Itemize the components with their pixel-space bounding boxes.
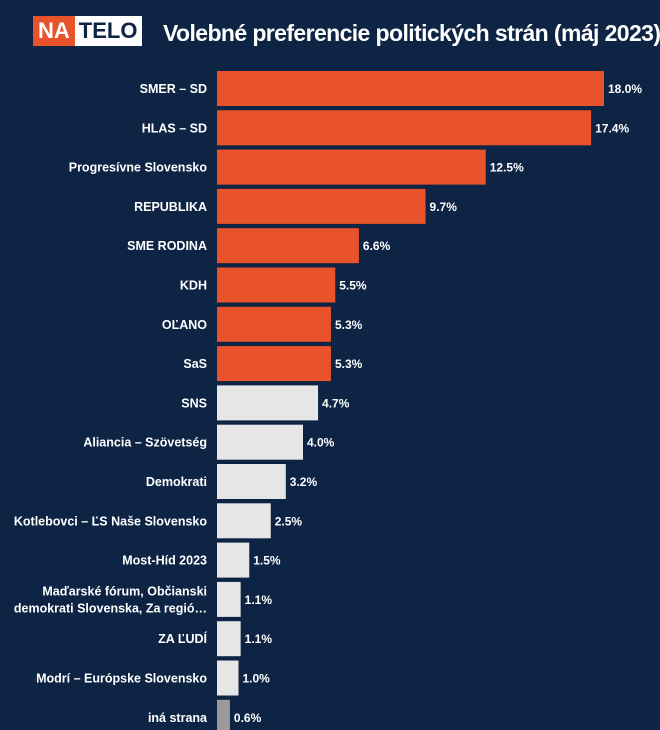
category-label-15: Modrí – Európske Slovensko xyxy=(36,672,207,686)
bar-0 xyxy=(217,71,604,106)
bar-1 xyxy=(217,110,592,146)
bar-16 xyxy=(217,699,230,730)
bar-6 xyxy=(217,306,331,342)
value-label-11: 2.5% xyxy=(275,514,303,528)
bar-8 xyxy=(217,385,319,421)
category-label-9: Aliancia – Szövetség xyxy=(83,436,207,450)
value-label-3: 9.7% xyxy=(430,200,458,214)
logo-telo: TELO xyxy=(74,16,143,46)
category-label-8: SNS xyxy=(181,396,207,410)
bar-4 xyxy=(217,228,359,264)
category-label-3: REPUBLIKA xyxy=(134,200,207,214)
bar-2 xyxy=(217,149,486,185)
chart-header: NA TELO Volebné preferencie politických … xyxy=(0,0,660,68)
category-label-0: SMER – SD xyxy=(140,82,207,96)
category-label-11: Kotlebovci – ĽS Naše Slovensko xyxy=(14,514,207,528)
value-label-10: 3.2% xyxy=(290,475,318,489)
value-label-2: 12.5% xyxy=(490,161,524,175)
category-label-5: KDH xyxy=(180,279,207,293)
category-label-13: Maďarské fórum, Občianski demokrati Slove… xyxy=(14,584,207,615)
category-label-1: HLAS – SD xyxy=(142,121,207,135)
value-label-4: 6.6% xyxy=(363,239,391,253)
category-label-10: Demokrati xyxy=(146,475,207,489)
bar-13 xyxy=(217,581,241,617)
value-label-16: 0.6% xyxy=(234,711,262,725)
bar-7 xyxy=(217,346,331,382)
bar-10 xyxy=(217,464,286,499)
category-label-2: Progresívne Slovensko xyxy=(69,161,208,175)
category-label-14: ZA ĽUDÍ xyxy=(158,631,207,646)
bar-3 xyxy=(217,188,426,224)
chart-title: Volebné preferencie politických strán (m… xyxy=(163,20,660,46)
value-label-0: 18.0% xyxy=(608,82,642,96)
value-label-15: 1.0% xyxy=(243,672,271,686)
category-label-16: iná strana xyxy=(148,711,208,725)
value-label-14: 1.1% xyxy=(245,632,273,646)
value-label-8: 4.7% xyxy=(322,396,350,410)
value-label-13: 1.1% xyxy=(245,593,273,607)
value-label-5: 5.5% xyxy=(339,279,367,293)
value-label-7: 5.3% xyxy=(335,357,363,371)
natelo-logo: NA TELO xyxy=(33,16,143,46)
logo-na: NA xyxy=(33,16,75,46)
bar-9 xyxy=(217,424,303,460)
category-label-6: OĽANO xyxy=(162,318,207,332)
category-label-12: Most-Híd 2023 xyxy=(122,554,207,568)
bar-12 xyxy=(217,542,250,578)
value-label-1: 17.4% xyxy=(595,121,629,135)
bar-14 xyxy=(217,621,241,657)
value-label-9: 4.0% xyxy=(307,436,335,450)
bar-5 xyxy=(217,267,336,303)
category-label-7: SaS xyxy=(183,357,207,371)
bar-15 xyxy=(217,660,239,696)
category-label-4: SME RODINA xyxy=(127,239,207,253)
value-label-12: 1.5% xyxy=(253,554,281,568)
value-label-6: 5.3% xyxy=(335,318,363,332)
bar-11 xyxy=(217,503,271,539)
